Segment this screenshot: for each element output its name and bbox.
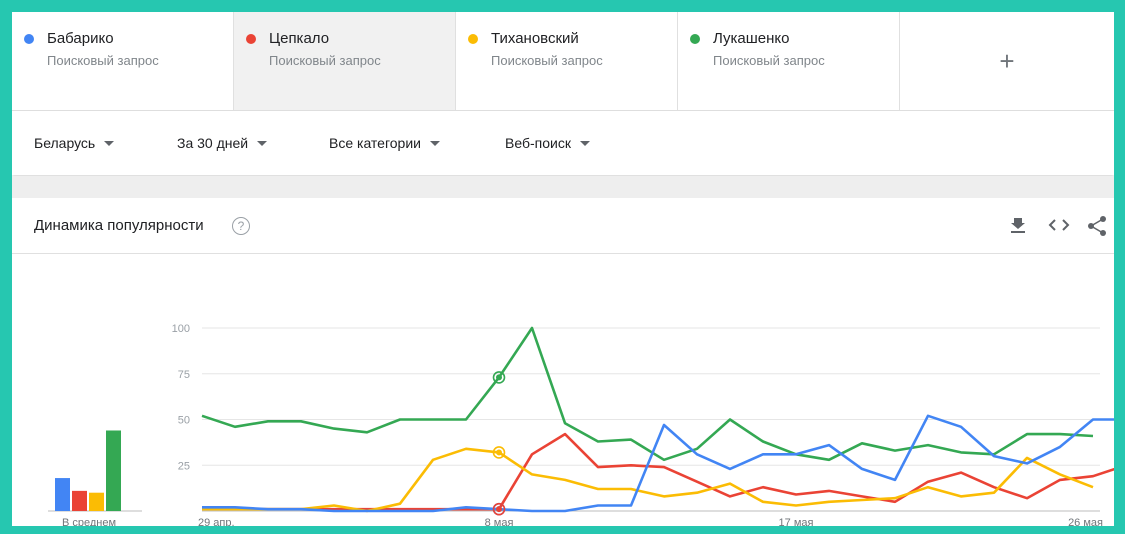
period-dropdown[interactable]: За 30 дней	[177, 135, 268, 151]
search-terms-bar: Бабарико Поисковый запрос Цепкало Поиско…	[12, 12, 1114, 111]
search-type-dropdown[interactable]: Веб-поиск	[505, 135, 590, 151]
chevron-down-icon	[104, 140, 115, 146]
region-label: Беларусь	[34, 135, 96, 151]
y-tick-label: 75	[178, 369, 190, 381]
trends-panel: Бабарико Поисковый запрос Цепкало Поиско…	[12, 12, 1114, 526]
help-icon[interactable]: ?	[232, 217, 250, 235]
hover-point	[496, 506, 502, 513]
x-tick-label: 29 апр.	[198, 517, 235, 526]
term-type: Поисковый запрос	[491, 53, 603, 68]
term-type: Поисковый запрос	[47, 53, 159, 68]
term-card-3[interactable]: Лукашенко Поисковый запрос	[678, 12, 900, 110]
hover-ring	[492, 371, 506, 384]
category-label: Все категории	[329, 135, 421, 151]
chevron-down-icon	[579, 140, 590, 146]
series-line	[201, 326, 1094, 462]
average-bar	[89, 492, 104, 511]
term-name: Лукашенко	[713, 30, 790, 47]
hover-point	[496, 374, 502, 381]
interest-chart: 25 50 75 100 В среднем 29 апр. 8 мая 17 мая 26…	[48, 323, 1114, 526]
series-line	[202, 432, 1114, 511]
section-divider	[12, 176, 1114, 198]
term-color-dot	[690, 33, 700, 44]
y-tick-label: 100	[172, 323, 190, 335]
series-line	[202, 447, 1094, 513]
average-bar	[106, 430, 121, 511]
card-title: Динамика популярности	[34, 217, 204, 234]
average-bar	[72, 490, 87, 511]
average-bar	[55, 478, 70, 511]
term-name: Цепкало	[269, 30, 330, 47]
term-type: Поисковый запрос	[269, 53, 381, 68]
term-type: Поисковый запрос	[713, 53, 825, 68]
hover-ring	[492, 446, 506, 459]
term-color-dot	[468, 33, 478, 44]
x-tick-label: 17 мая	[779, 517, 814, 526]
term-color-dot	[24, 33, 34, 44]
region-dropdown[interactable]: Беларусь	[34, 135, 115, 151]
term-color-dot	[246, 33, 256, 44]
hover-ring	[492, 502, 506, 516]
embed-icon[interactable]	[1048, 216, 1070, 239]
search-type-label: Веб-поиск	[505, 135, 571, 151]
category-dropdown[interactable]: Все категории	[329, 135, 440, 151]
share-icon[interactable]	[1087, 216, 1107, 241]
chevron-down-icon	[257, 140, 268, 146]
y-tick-label: 25	[178, 460, 190, 472]
hover-point	[496, 449, 502, 456]
period-label: За 30 дней	[177, 135, 249, 151]
add-term-button[interactable]: +	[999, 45, 1015, 76]
term-card-1[interactable]: Цепкало Поисковый запрос	[234, 12, 456, 110]
term-card-2[interactable]: Тихановский Поисковый запрос	[456, 12, 678, 110]
term-name: Бабарико	[47, 30, 114, 47]
y-tick-label: 50	[178, 415, 190, 427]
x-tick-label: 8 мая	[485, 517, 514, 526]
term-name: Тихановский	[491, 30, 579, 47]
series-line	[202, 414, 1114, 513]
interest-card-header: Динамика популярности ?	[12, 198, 1114, 254]
chevron-down-icon	[429, 140, 440, 146]
download-icon[interactable]	[1010, 216, 1026, 239]
x-tick-label: 26 мая	[1068, 517, 1103, 526]
filters-bar: Беларусь За 30 дней Все категории Веб-по…	[12, 111, 1114, 175]
term-card-0[interactable]: Бабарико Поисковый запрос	[12, 12, 234, 110]
average-label: В среднем	[62, 517, 116, 526]
